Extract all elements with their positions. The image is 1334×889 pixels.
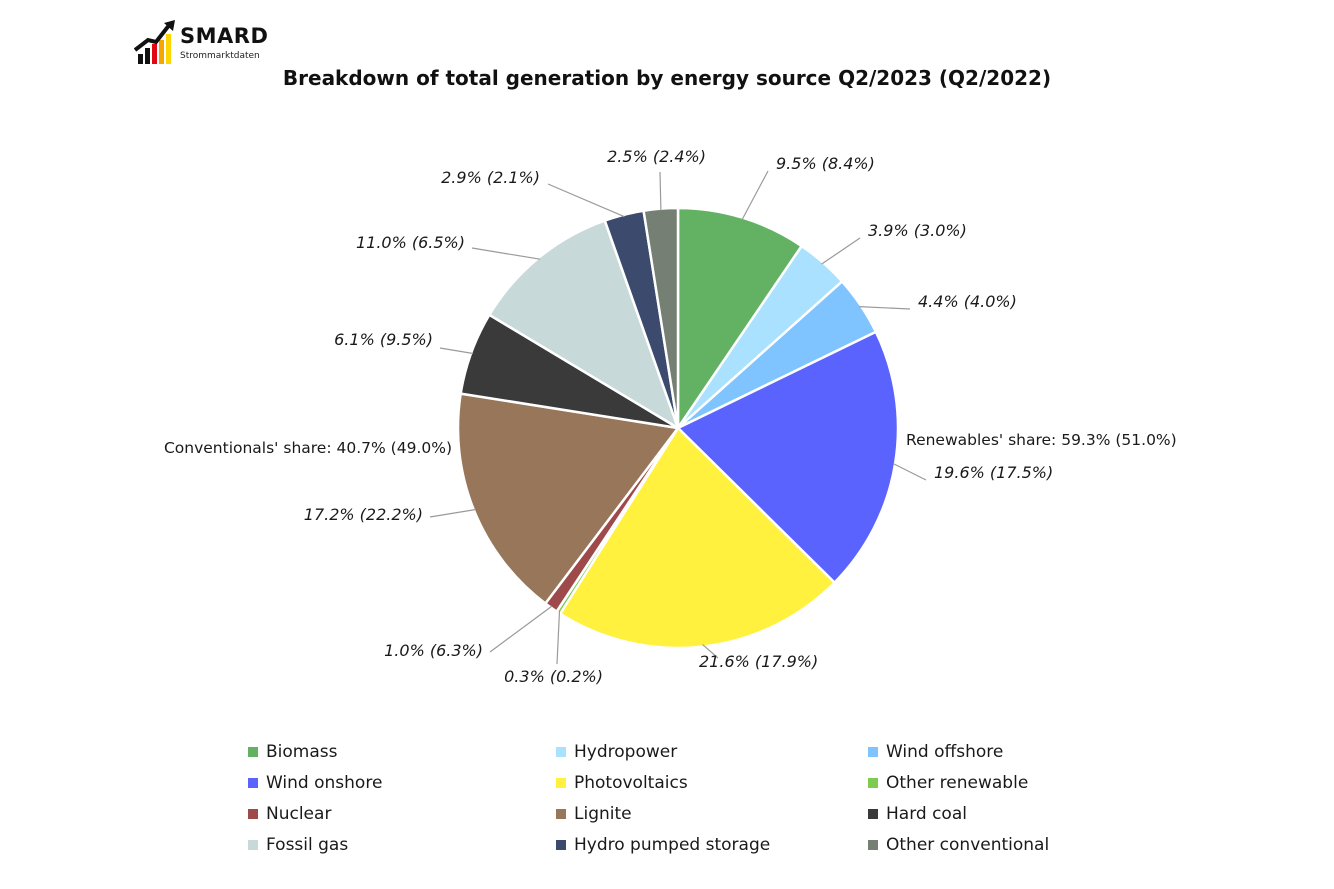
legend-swatch xyxy=(556,840,566,850)
data-label-hydropower: 3.9% (3.0%) xyxy=(868,221,967,240)
smard-logo-icon xyxy=(133,20,175,64)
legend-swatch xyxy=(556,778,566,788)
data-label-nuclear: 1.0% (6.3%) xyxy=(384,641,483,660)
legend-item-hard-coal: Hard coal xyxy=(868,803,967,825)
legend-item-lignite: Lignite xyxy=(556,803,632,825)
leader-line-biomass xyxy=(741,170,769,220)
logo-wordmark: SMARD xyxy=(180,24,269,48)
logo-subtitle: Strommarktdaten xyxy=(180,51,260,61)
data-label-other-renewable: 0.3% (0.2%) xyxy=(504,667,603,686)
legend-label: Hydropower xyxy=(574,742,678,762)
legend-label: Other conventional xyxy=(886,835,1050,855)
legend-label: Wind onshore xyxy=(266,773,383,793)
legend-item-other-conventional: Other conventional xyxy=(868,834,1049,856)
leader-line-other-renewable xyxy=(556,610,561,665)
legend-swatch xyxy=(868,840,878,850)
data-label-biomass: 9.5% (8.4%) xyxy=(776,154,875,173)
legend-label: Hard coal xyxy=(886,804,967,824)
legend-label: Hydro pumped storage xyxy=(574,835,771,855)
leader-line-wind-offshore xyxy=(859,306,911,310)
legend-swatch xyxy=(868,747,878,757)
data-label-hydro-pumped-storage: 2.9% (2.1%) xyxy=(441,168,540,187)
leader-line-hydro-pumped-storage xyxy=(547,183,625,218)
legend-swatch xyxy=(248,809,258,819)
legend-swatch xyxy=(248,747,258,757)
legend-item-wind-onshore: Wind onshore xyxy=(248,772,382,794)
leader-line-other-conventional xyxy=(659,171,662,211)
leader-lines xyxy=(429,170,927,665)
pie-slice-fossil-gas xyxy=(488,219,680,430)
leader-line-fossil-gas xyxy=(471,247,541,260)
smard-logo: SMARD Strommarktdaten xyxy=(133,20,274,70)
data-label-photovoltaics: 21.6% (17.9%) xyxy=(699,652,818,671)
legend-label: Wind offshore xyxy=(886,742,1004,762)
leader-line-nuclear xyxy=(489,605,553,653)
legend-item-photovoltaics: Photovoltaics xyxy=(556,772,688,794)
pie-slices xyxy=(456,206,900,650)
data-label-wind-offshore: 4.4% (4.0%) xyxy=(918,292,1017,311)
legend-swatch xyxy=(556,747,566,757)
legend-label: Nuclear xyxy=(266,804,332,824)
legend-label: Lignite xyxy=(574,804,632,824)
renewables-share-label: Renewables' share: 59.3% (51.0%) xyxy=(906,431,1177,449)
legend-swatch xyxy=(248,778,258,788)
legend-item-hydropower: Hydropower xyxy=(556,741,677,763)
legend-swatch xyxy=(868,778,878,788)
legend-item-wind-offshore: Wind offshore xyxy=(868,741,1003,763)
data-label-lignite: 17.2% (22.2%) xyxy=(304,505,423,524)
conventionals-share-label: Conventionals' share: 40.7% (49.0%) xyxy=(164,439,452,457)
legend-swatch xyxy=(556,809,566,819)
data-label-fossil-gas: 11.0% (6.5%) xyxy=(356,233,465,252)
leader-line-hydropower xyxy=(821,237,861,265)
leader-line-wind-onshore xyxy=(892,462,927,481)
legend-item-hydro-pumped-storage: Hydro pumped storage xyxy=(556,834,770,856)
legend-item-other-renewable: Other renewable xyxy=(868,772,1028,794)
leader-line-photovoltaics xyxy=(702,644,719,659)
legend-label: Photovoltaics xyxy=(574,773,688,793)
leader-line-lignite xyxy=(429,508,476,518)
data-labels: 9.5% (8.4%) 3.9% (3.0%) 4.4% (4.0%) 19.6% (… xyxy=(304,147,1053,686)
data-label-other-conventional: 2.5% (2.4%) xyxy=(607,147,706,166)
pie-slice-wind-onshore xyxy=(676,330,900,584)
leader-line-hard-coal xyxy=(439,347,474,355)
data-label-wind-onshore: 19.6% (17.5%) xyxy=(934,463,1053,482)
legend-swatch xyxy=(868,809,878,819)
legend-item-biomass: Biomass xyxy=(248,741,337,763)
legend-item-fossil-gas: Fossil gas xyxy=(248,834,348,856)
data-label-hard-coal: 6.1% (9.5%) xyxy=(334,330,433,349)
legend-swatch xyxy=(248,840,258,850)
pie-slice-photovoltaics xyxy=(558,426,836,650)
chart-title: Breakdown of total generation by energy … xyxy=(282,66,1052,90)
legend-label: Biomass xyxy=(266,742,338,762)
legend-item-nuclear: Nuclear xyxy=(248,803,331,825)
legend-label: Fossil gas xyxy=(266,835,349,855)
legend-label: Other renewable xyxy=(886,773,1029,793)
